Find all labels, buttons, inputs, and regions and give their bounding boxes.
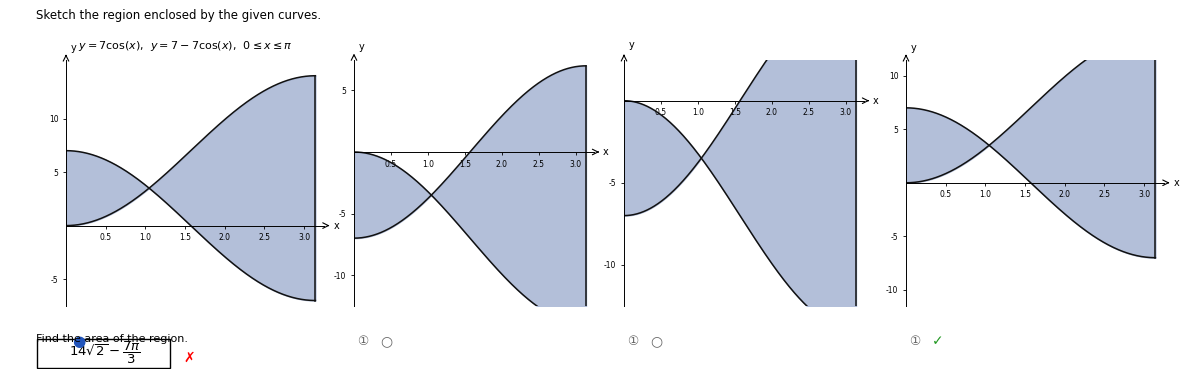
Text: Find the area of the region.: Find the area of the region.	[36, 334, 188, 344]
Text: x: x	[334, 220, 340, 231]
Text: ①: ①	[628, 335, 638, 348]
Text: ○: ○	[650, 334, 662, 348]
Text: y: y	[71, 43, 77, 53]
Text: y: y	[359, 42, 365, 52]
Text: y: y	[629, 40, 635, 50]
Text: ✓: ✓	[932, 334, 944, 348]
Text: ①: ①	[358, 335, 368, 348]
FancyBboxPatch shape	[37, 339, 170, 368]
Text: y: y	[911, 43, 917, 53]
Text: x: x	[872, 96, 878, 106]
Text: $y = 7\cos(x)$,  $y = 7 - 7\cos(x)$,  $0 \leq x \leq \pi$: $y = 7\cos(x)$, $y = 7 - 7\cos(x)$, $0 \…	[78, 39, 293, 53]
Text: $14\sqrt{2} - \dfrac{7\pi}{3}$: $14\sqrt{2} - \dfrac{7\pi}{3}$	[70, 340, 140, 366]
Text: x: x	[602, 147, 608, 157]
Text: ①: ①	[910, 335, 920, 348]
Text: x: x	[1174, 178, 1180, 188]
Text: ○: ○	[380, 334, 392, 348]
Text: ●: ●	[72, 334, 85, 349]
Text: Sketch the region enclosed by the given curves.: Sketch the region enclosed by the given …	[36, 9, 322, 22]
Text: ✗: ✗	[184, 351, 196, 365]
